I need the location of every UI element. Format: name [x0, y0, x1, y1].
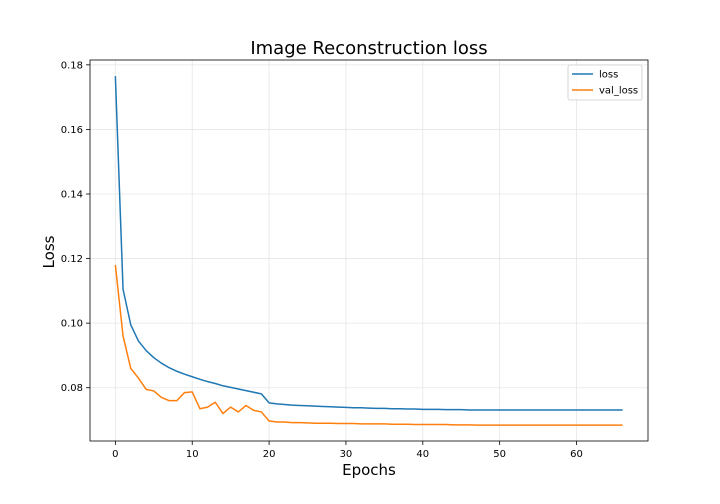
x-tick-label: 20: [263, 449, 276, 460]
y-tick-label: 0.16: [61, 125, 83, 136]
x-tick-label: 40: [416, 449, 429, 460]
x-axis-label: Epochs: [342, 461, 396, 479]
legend: loss val_loss: [567, 64, 643, 101]
grid: [90, 60, 648, 441]
x-tick-label: 10: [186, 449, 199, 460]
y-axis-label: Loss: [40, 235, 58, 268]
y-tick-label: 0.12: [61, 254, 83, 265]
x-tick-label: 60: [570, 449, 583, 460]
y-tick-label: 0.10: [61, 319, 83, 330]
legend-label-loss: loss: [599, 70, 618, 81]
x-tick-label: 30: [340, 449, 353, 460]
x-tick-label: 50: [493, 449, 506, 460]
plot-frame: [89, 59, 649, 442]
series-line-val-loss: [114, 264, 623, 426]
y-tick-label: 0.08: [61, 383, 83, 394]
y-tick-label: 0.14: [61, 189, 83, 200]
y-tick-label: 0.18: [61, 60, 83, 71]
legend-label-val-loss: val_loss: [599, 86, 638, 97]
chart-title: Image Reconstruction loss: [250, 38, 487, 59]
x-tick-label: 0: [112, 449, 118, 460]
series-layer: [114, 76, 623, 426]
series-line-loss: [114, 76, 623, 411]
axis-ticks: 0 10 20 30 40 50 60 0.08 0.10 0.12 0.14 0.16 0.18: [61, 60, 583, 460]
